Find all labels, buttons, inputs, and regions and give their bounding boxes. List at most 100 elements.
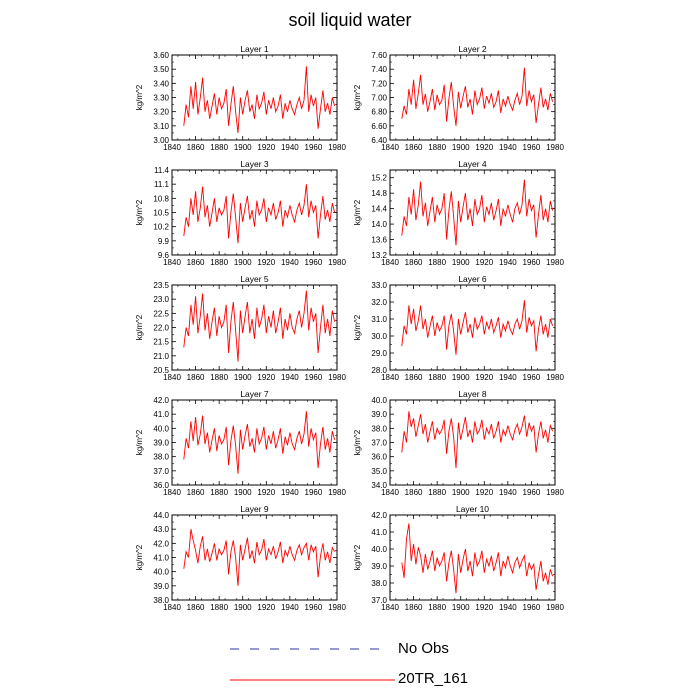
panel-title-6: Layer 6 bbox=[458, 274, 487, 284]
x-tick-label-1: 1920 bbox=[257, 143, 275, 152]
series-line-10 bbox=[401, 523, 554, 594]
y-tick-label-6: 31.0 bbox=[371, 315, 387, 324]
y-tick-label-8: 37.0 bbox=[371, 439, 387, 448]
x-tick-label-4: 1940 bbox=[499, 258, 517, 267]
y-tick-label-5: 23.5 bbox=[153, 281, 169, 290]
x-tick-label-9: 1940 bbox=[281, 603, 299, 612]
x-tick-label-7: 1860 bbox=[187, 488, 205, 497]
y-tick-label-7: 42.0 bbox=[153, 396, 169, 405]
x-tick-label-9: 1960 bbox=[305, 603, 323, 612]
legend-no-obs-label: No Obs bbox=[398, 640, 449, 657]
x-tick-label-9: 1860 bbox=[187, 603, 205, 612]
y-tick-label-5: 22.0 bbox=[153, 324, 169, 333]
y-tick-label-6: 30.0 bbox=[371, 332, 387, 341]
y-tick-label-5: 21.5 bbox=[153, 338, 169, 347]
y-tick-label-5: 20.5 bbox=[153, 366, 169, 375]
x-tick-label-5: 1840 bbox=[163, 373, 181, 382]
x-tick-label-2: 1960 bbox=[523, 143, 541, 152]
legend-20tr161-label: 20TR_161 bbox=[398, 670, 469, 687]
x-tick-label-5: 1940 bbox=[281, 373, 299, 382]
x-tick-label-4: 1920 bbox=[475, 258, 493, 267]
x-tick-label-2: 1880 bbox=[428, 143, 446, 152]
panel-title-4: Layer 4 bbox=[458, 159, 487, 169]
y-tick-label-3: 9.9 bbox=[158, 237, 170, 246]
y-tick-label-9: 39.0 bbox=[153, 582, 169, 591]
y-axis-label-7: kg/m^2 bbox=[135, 429, 144, 455]
y-axis-label-9: kg/m^2 bbox=[135, 544, 144, 570]
x-tick-label-4: 1880 bbox=[428, 258, 446, 267]
y-tick-label-3: 9.6 bbox=[158, 251, 170, 260]
y-tick-label-8: 35.0 bbox=[371, 467, 387, 476]
x-tick-label-1: 1880 bbox=[210, 143, 228, 152]
x-tick-label-2: 1980 bbox=[546, 143, 564, 152]
y-tick-label-8: 40.0 bbox=[371, 396, 387, 405]
y-tick-label-10: 42.0 bbox=[371, 511, 387, 520]
y-tick-label-5: 22.5 bbox=[153, 309, 169, 318]
y-tick-label-1: 3.00 bbox=[153, 136, 169, 145]
x-tick-label-4: 1860 bbox=[405, 258, 423, 267]
x-tick-label-3: 1960 bbox=[305, 258, 323, 267]
y-axis-label-5: kg/m^2 bbox=[135, 314, 144, 340]
x-tick-label-8: 1900 bbox=[452, 488, 470, 497]
panel-title-2: Layer 2 bbox=[458, 44, 487, 54]
page-title: soil liquid water bbox=[288, 10, 412, 30]
x-tick-label-5: 1880 bbox=[210, 373, 228, 382]
y-tick-label-7: 41.0 bbox=[153, 410, 169, 419]
y-tick-label-2: 7.20 bbox=[371, 79, 387, 88]
y-tick-label-1: 3.20 bbox=[153, 108, 169, 117]
panel-title-9: Layer 9 bbox=[240, 504, 269, 514]
y-axis-label-2: kg/m^2 bbox=[353, 84, 362, 110]
y-tick-label-4: 13.6 bbox=[371, 236, 387, 245]
panel-frame-4 bbox=[389, 169, 556, 256]
x-tick-label-3: 1900 bbox=[234, 258, 252, 267]
panel-title-7: Layer 7 bbox=[240, 389, 269, 399]
y-tick-label-1: 3.50 bbox=[153, 65, 169, 74]
panel-title-5: Layer 5 bbox=[240, 274, 269, 284]
y-tick-label-2: 7.40 bbox=[371, 65, 387, 74]
y-tick-label-3: 11.1 bbox=[154, 180, 170, 189]
x-tick-label-3: 1860 bbox=[187, 258, 205, 267]
x-tick-label-9: 1880 bbox=[210, 603, 228, 612]
x-tick-label-5: 1960 bbox=[305, 373, 323, 382]
x-tick-label-7: 1840 bbox=[163, 488, 181, 497]
x-tick-label-10: 1920 bbox=[475, 603, 493, 612]
y-tick-label-10: 39.0 bbox=[371, 562, 387, 571]
y-tick-label-3: 10.5 bbox=[153, 209, 169, 218]
x-tick-label-2: 1920 bbox=[475, 143, 493, 152]
y-tick-label-3: 11.4 bbox=[154, 166, 170, 175]
x-tick-label-1: 1980 bbox=[328, 143, 346, 152]
x-tick-label-10: 1940 bbox=[499, 603, 517, 612]
y-tick-label-7: 39.0 bbox=[153, 439, 169, 448]
x-tick-label-3: 1980 bbox=[328, 258, 346, 267]
y-tick-label-4: 15.2 bbox=[371, 174, 387, 183]
x-tick-label-5: 1900 bbox=[234, 373, 252, 382]
x-tick-label-10: 1980 bbox=[546, 603, 564, 612]
panel-frame-6 bbox=[389, 284, 556, 371]
y-axis-label-1: kg/m^2 bbox=[135, 84, 144, 110]
x-tick-label-1: 1940 bbox=[281, 143, 299, 152]
x-tick-label-4: 1960 bbox=[523, 258, 541, 267]
y-tick-label-10: 38.0 bbox=[371, 579, 387, 588]
x-tick-label-1: 1900 bbox=[234, 143, 252, 152]
x-tick-label-7: 1900 bbox=[234, 488, 252, 497]
y-tick-label-6: 28.0 bbox=[371, 366, 387, 375]
x-tick-label-4: 1900 bbox=[452, 258, 470, 267]
x-tick-label-8: 1840 bbox=[381, 488, 399, 497]
x-tick-label-9: 1900 bbox=[234, 603, 252, 612]
x-tick-label-5: 1920 bbox=[257, 373, 275, 382]
y-tick-label-9: 40.0 bbox=[153, 568, 169, 577]
y-tick-label-4: 14.8 bbox=[371, 189, 387, 198]
x-tick-label-3: 1880 bbox=[210, 258, 228, 267]
x-tick-label-6: 1880 bbox=[428, 373, 446, 382]
y-tick-label-2: 6.80 bbox=[371, 108, 387, 117]
x-tick-label-1: 1840 bbox=[163, 143, 181, 152]
panel-title-8: Layer 8 bbox=[458, 389, 487, 399]
x-tick-label-8: 1860 bbox=[405, 488, 423, 497]
x-tick-label-9: 1840 bbox=[163, 603, 181, 612]
x-tick-label-1: 1860 bbox=[187, 143, 205, 152]
x-tick-label-5: 1860 bbox=[187, 373, 205, 382]
y-tick-label-7: 36.0 bbox=[153, 481, 169, 490]
y-tick-label-9: 43.0 bbox=[153, 525, 169, 534]
x-tick-label-5: 1980 bbox=[328, 373, 346, 382]
y-tick-label-7: 40.0 bbox=[153, 424, 169, 433]
